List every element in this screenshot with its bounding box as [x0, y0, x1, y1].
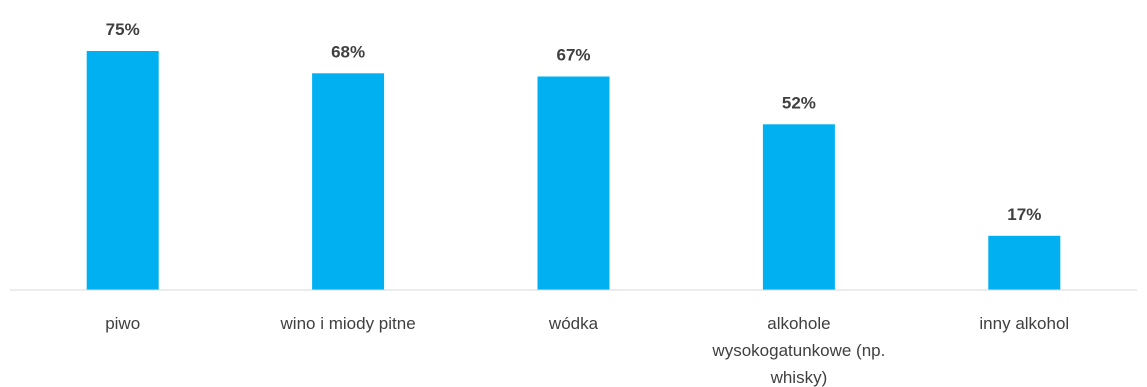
bar-value-label-3: 67%	[556, 46, 590, 65]
category-label-3: wódka	[548, 314, 599, 333]
bar-4	[762, 124, 835, 290]
bar-value-label-1: 75%	[106, 20, 140, 39]
value-labels-group: 75% 68% 67% 52% 17%	[106, 20, 1042, 224]
bar-value-label-5: 17%	[1007, 205, 1041, 224]
bar-value-label-2: 68%	[331, 42, 365, 61]
bars-group	[86, 51, 1061, 290]
category-label-4-line-1: alkohole	[767, 314, 830, 333]
category-label-2: wino i miody pitne	[280, 314, 416, 333]
bar-1	[86, 51, 159, 290]
category-label-4-line-2: wysokogatunkowe (np.	[711, 341, 885, 360]
category-labels-group: piwo wino i miody pitne wódka alkohole wysok…	[105, 314, 1069, 387]
category-label-4-line-3: whisky)	[770, 368, 828, 387]
bar-2	[312, 73, 385, 290]
category-label-1: piwo	[105, 314, 140, 333]
bar-3	[537, 76, 610, 290]
category-label-5: inny alkohol	[979, 314, 1069, 333]
bar-5	[988, 235, 1061, 290]
bar-value-label-4: 52%	[782, 93, 816, 112]
